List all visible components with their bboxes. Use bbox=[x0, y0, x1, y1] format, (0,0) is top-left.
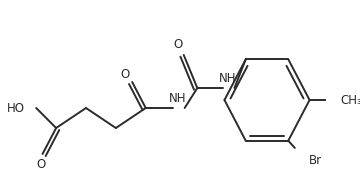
Text: NH: NH bbox=[219, 71, 236, 84]
Text: Br: Br bbox=[309, 154, 322, 167]
Text: HO: HO bbox=[6, 101, 24, 115]
Text: NH: NH bbox=[168, 91, 186, 105]
Text: O: O bbox=[36, 157, 45, 170]
Text: CH₃: CH₃ bbox=[340, 94, 360, 106]
Text: O: O bbox=[174, 39, 183, 51]
Text: O: O bbox=[120, 67, 130, 81]
